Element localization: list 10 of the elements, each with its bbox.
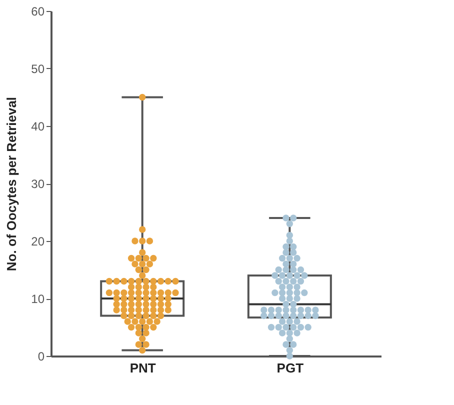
x-tick-label: PNT bbox=[130, 360, 156, 376]
y-tick-label: 30 bbox=[31, 177, 45, 191]
x-tick-label: PGT bbox=[276, 360, 304, 376]
y-tick-label: 0 bbox=[38, 350, 45, 364]
y-tick-label: 20 bbox=[31, 234, 45, 248]
y-tick-label: 60 bbox=[31, 4, 45, 18]
y-tick-label: 50 bbox=[31, 62, 45, 76]
y-tick-label: 10 bbox=[31, 292, 45, 306]
y-axis-title: No. of Oocytes per Retrieval bbox=[4, 96, 20, 272]
y-tick-label: 40 bbox=[31, 120, 45, 134]
